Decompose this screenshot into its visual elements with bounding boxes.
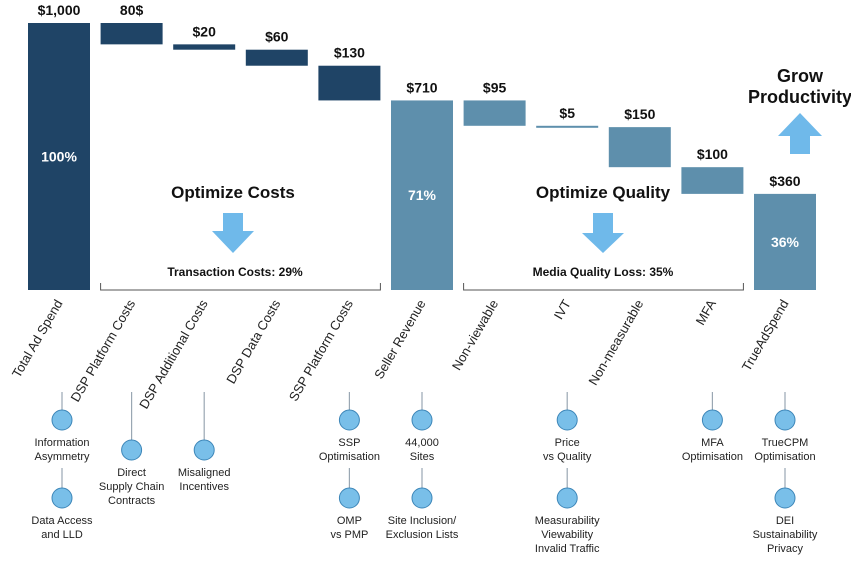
driver-text-1-1: and LLD: [41, 529, 83, 541]
driver-text-11-0: TrueCPM: [762, 437, 809, 449]
driver-text-6-1: Sites: [410, 451, 435, 463]
value-label-0: $1,000: [38, 2, 81, 18]
value-label-4: $130: [334, 45, 365, 61]
driver-text-11-1: Optimisation: [754, 451, 815, 463]
driver-text-6-0: 44,000: [405, 437, 439, 449]
value-label-3: $60: [265, 29, 289, 45]
driver-text-5-0: OMP: [337, 515, 362, 527]
optimize-costs-arrow: [212, 213, 254, 253]
bars-layer: [28, 23, 816, 291]
pct-label-5: 71%: [408, 187, 437, 203]
category-label-0: Total Ad Spend: [9, 297, 66, 380]
bar-8: [608, 127, 671, 168]
value-label-5: $710: [406, 79, 437, 95]
driver-text-2-0: Direct: [117, 467, 146, 479]
category-label-9: MFA: [693, 297, 720, 328]
driver-text-8-0: Price: [555, 437, 580, 449]
driver-node-10: [701, 409, 723, 431]
driver-text-1-0: Data Access: [31, 515, 93, 527]
driver-node-6: [411, 409, 433, 431]
category-label-8: Non-measurable: [585, 297, 646, 388]
optimize-costs-label: Optimize Costs: [171, 183, 295, 202]
driver-text-7-0: Site Inclusion/: [388, 515, 457, 527]
driver-text-7-1: Exclusion Lists: [386, 529, 459, 541]
optimize-quality-label: Optimize Quality: [536, 183, 671, 202]
driver-text-12-2: Privacy: [767, 543, 804, 555]
driver-text-8-1: vs Quality: [543, 451, 592, 463]
driver-node-3: [193, 439, 215, 461]
driver-node-2: [121, 439, 143, 461]
grow-label: Grow: [777, 66, 824, 86]
driver-text-9-2: Invalid Traffic: [535, 543, 600, 555]
value-label-9: $100: [697, 146, 728, 162]
optimize-quality-arrow: [582, 213, 624, 253]
value-label-1: 80$: [120, 2, 144, 18]
driver-node-1: [51, 487, 73, 509]
value-label-6: $95: [483, 79, 507, 95]
bar-5: [391, 100, 453, 291]
transaction-costs-bracket: [100, 283, 381, 291]
annotations-layer: Optimize Costs Optimize Quality Transact…: [167, 66, 851, 279]
bar-10: [754, 193, 816, 290]
category-label-10: TrueAdSpend: [739, 297, 792, 374]
driver-text-4-0: SSP: [338, 437, 360, 449]
bar-2: [173, 44, 236, 50]
bar-3: [245, 49, 308, 66]
bar-1: [100, 23, 163, 45]
bar-0: [28, 23, 90, 290]
driver-node-5: [338, 487, 360, 509]
value-label-8: $150: [624, 106, 655, 122]
driver-text-3-1: Incentives: [179, 481, 229, 493]
driver-node-8: [556, 409, 578, 431]
driver-text-9-0: Measurability: [535, 515, 600, 527]
driver-node-12: [774, 487, 796, 509]
driver-text-2-1: Supply Chain: [99, 481, 164, 493]
category-label-4: SSP Platform Costs: [286, 297, 357, 404]
value-label-2: $20: [193, 23, 217, 39]
bar-7: [536, 125, 599, 128]
grow-productivity-arrow: [778, 113, 822, 154]
category-label-2: DSP Additional Costs: [136, 297, 211, 412]
pct-label-0: 100%: [41, 149, 77, 165]
media-quality-loss-label: Media Quality Loss: 35%: [533, 265, 674, 279]
transaction-costs-label: Transaction Costs: 29%: [167, 265, 303, 279]
brackets-layer: [100, 283, 744, 291]
driver-text-0-1: Asymmetry: [35, 451, 91, 463]
drivers-layer: Information Asymmetry Data Access and LLD Di…: [31, 392, 818, 555]
category-label-6: Non-viewable: [449, 297, 501, 373]
driver-node-4: [338, 409, 360, 431]
category-label-5: Seller Revenue: [371, 297, 428, 381]
driver-text-10-1: Optimisation: [682, 451, 743, 463]
driver-node-11: [774, 409, 796, 431]
driver-text-0-0: Information: [34, 437, 89, 449]
category-label-1: DSP Platform Costs: [68, 297, 139, 405]
driver-text-12-0: DEI: [776, 515, 794, 527]
productivity-label: Productivity: [748, 87, 851, 107]
driver-node-9: [556, 487, 578, 509]
driver-node-0: [51, 409, 73, 431]
driver-node-7: [411, 487, 433, 509]
bar-9: [681, 167, 744, 194]
pct-label-10: 36%: [771, 234, 800, 250]
driver-text-5-1: vs PMP: [330, 529, 368, 541]
media-quality-bracket: [463, 283, 744, 291]
value-label-7: $5: [559, 105, 575, 121]
bar-4: [318, 65, 381, 101]
value-label-10: $360: [769, 173, 800, 189]
driver-text-4-1: Optimisation: [319, 451, 380, 463]
bar-6: [463, 100, 526, 126]
driver-text-10-0: MFA: [701, 437, 724, 449]
driver-text-3-0: Misaligned: [178, 467, 231, 479]
category-label-7: IVT: [551, 297, 574, 322]
category-label-3: DSP Data Costs: [223, 297, 283, 387]
driver-text-12-1: Sustainability: [753, 529, 818, 541]
driver-text-9-1: Viewability: [541, 529, 593, 541]
driver-text-2-2: Contracts: [108, 495, 156, 507]
